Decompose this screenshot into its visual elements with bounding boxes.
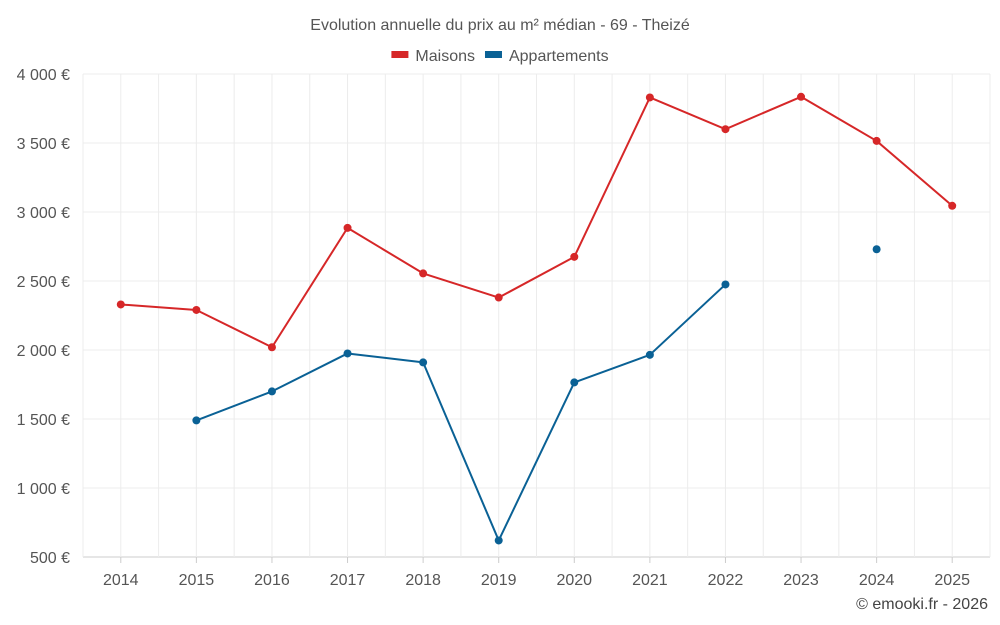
y-tick-label: 1 000 € [17, 481, 70, 498]
legend-swatch [484, 51, 502, 58]
data-point [494, 293, 503, 302]
series-line [120, 95, 953, 349]
x-tick-label: 2025 [934, 572, 970, 589]
data-point [267, 387, 276, 396]
data-point [645, 350, 654, 359]
y-tick-label: 1 500 € [17, 412, 70, 429]
x-tick-label: 2016 [254, 572, 290, 589]
series-line [196, 283, 727, 542]
chart-title: Evolution annuelle du prix au m² médian … [310, 17, 690, 34]
y-tick-label: 2 000 € [17, 343, 70, 360]
y-axis-ticks: 500 € 1 000 € 1 500 € 2 000 € 2 500 € 3 000 €… [17, 67, 70, 567]
x-tick-label: 2018 [405, 572, 441, 589]
series-layer [116, 92, 957, 545]
x-tick-label: 2015 [179, 572, 215, 589]
y-tick-label: 500 € [30, 550, 70, 567]
series-maisons [116, 92, 957, 352]
data-point [721, 280, 730, 289]
data-point [645, 93, 654, 102]
x-tick-label: 2024 [859, 572, 895, 589]
data-point [419, 269, 428, 278]
data-point [419, 358, 428, 367]
legend-label: Maisons [415, 48, 475, 65]
y-tick-label: 3 500 € [17, 136, 70, 153]
data-point [192, 416, 201, 425]
credit: © emooki.fr - 2026 [856, 596, 988, 613]
legend: Maisons Appartements [391, 48, 609, 65]
x-tick-label: 2017 [330, 572, 366, 589]
data-point [116, 300, 125, 309]
data-point [948, 201, 957, 210]
data-point [570, 252, 579, 261]
legend-item-maisons: Maisons [391, 48, 475, 65]
data-point [721, 125, 730, 134]
x-tick-label: 2023 [783, 572, 819, 589]
x-axis-ticks: 2014 2015 2016 2017 2018 2019 2020 2021 2022 2023… [103, 557, 970, 589]
data-point [192, 305, 201, 314]
data-point [797, 92, 806, 101]
x-tick-label: 2022 [708, 572, 744, 589]
x-tick-label: 2019 [481, 572, 517, 589]
data-point [494, 536, 503, 545]
legend-item-appartements: Appartements [484, 48, 609, 65]
y-tick-label: 2 500 € [17, 274, 70, 291]
data-point [267, 343, 276, 352]
data-point [872, 136, 881, 145]
grid [82, 73, 991, 558]
legend-swatch [391, 51, 409, 58]
series-appartements [192, 245, 881, 545]
data-point [872, 245, 881, 254]
data-point [343, 223, 352, 232]
data-point [343, 349, 352, 358]
x-tick-label: 2020 [556, 572, 592, 589]
y-tick-label: 4 000 € [17, 67, 70, 84]
x-tick-label: 2021 [632, 572, 668, 589]
legend-label: Appartements [509, 48, 609, 65]
x-tick-label: 2014 [103, 572, 139, 589]
data-point [570, 378, 579, 387]
y-tick-label: 3 000 € [17, 205, 70, 222]
